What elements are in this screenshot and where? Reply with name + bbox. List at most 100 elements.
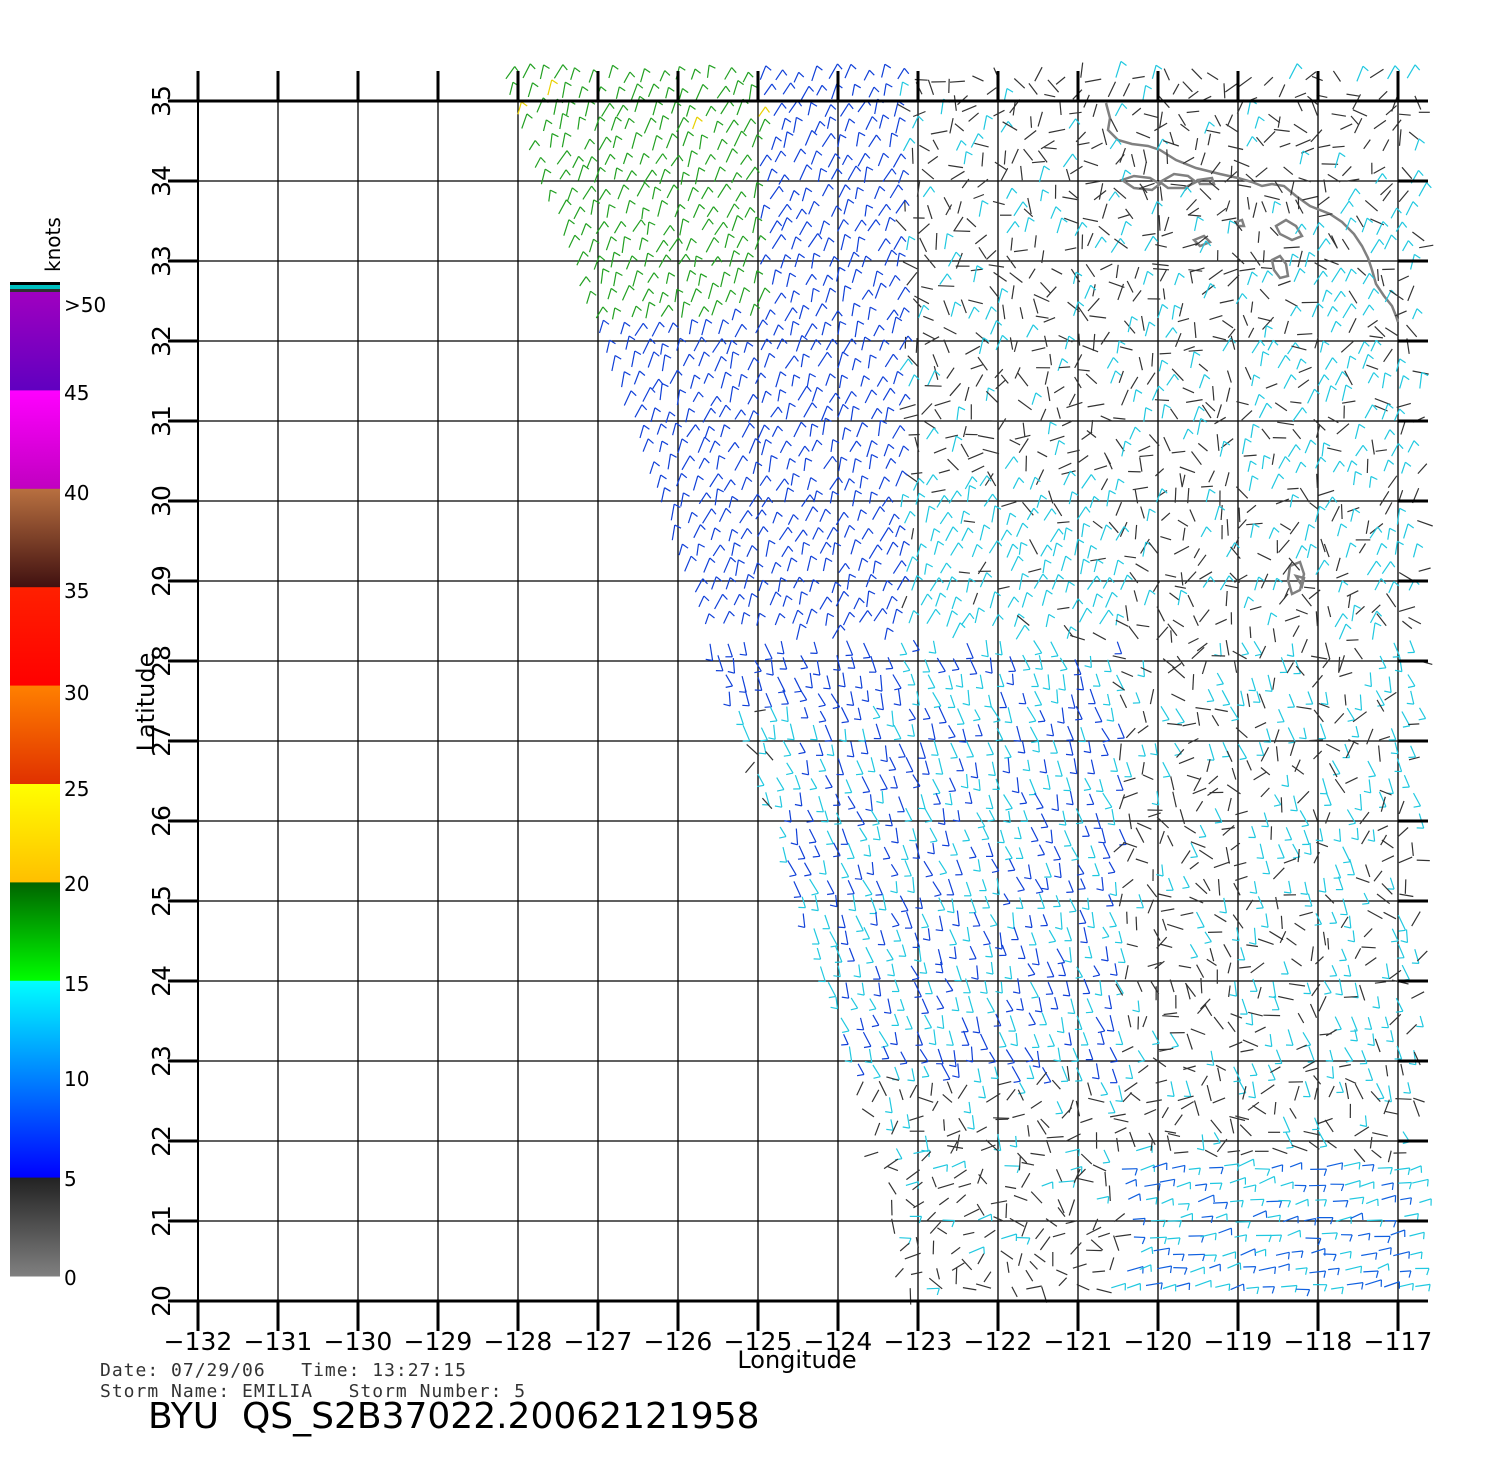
wind-barb-feather bbox=[1397, 957, 1405, 959]
wind-barb bbox=[796, 623, 801, 640]
wind-barb bbox=[879, 339, 885, 351]
wind-barb bbox=[1167, 623, 1178, 637]
lat-tick-label: 32 bbox=[147, 325, 176, 357]
wind-barb bbox=[765, 792, 770, 806]
wind-barb bbox=[803, 402, 813, 418]
wind-barb-feather bbox=[901, 470, 908, 476]
wind-barb bbox=[706, 206, 715, 218]
wind-barb-feather bbox=[851, 390, 857, 397]
wind-barb bbox=[1176, 655, 1185, 667]
wind-barb-feather bbox=[849, 524, 856, 531]
wind-barb bbox=[1113, 757, 1119, 772]
wind-barb-feather bbox=[602, 306, 608, 313]
wind-barb bbox=[741, 675, 747, 693]
wind-barb bbox=[988, 794, 994, 809]
wind-barb-feather bbox=[796, 116, 803, 122]
wind-barb bbox=[895, 470, 903, 487]
wind-barb-feather bbox=[1341, 1287, 1344, 1295]
wind-barb-feather bbox=[777, 406, 783, 414]
wind-barb-feather bbox=[664, 354, 672, 359]
wind-barb-feather bbox=[591, 185, 597, 192]
wind-barb bbox=[1296, 100, 1303, 112]
wind-barb bbox=[1156, 138, 1164, 151]
wind-barb bbox=[968, 112, 979, 122]
wind-barb bbox=[1189, 861, 1199, 870]
wind-barb bbox=[1020, 792, 1028, 804]
wind-barb bbox=[996, 727, 1004, 740]
wind-barb-feather bbox=[890, 890, 898, 894]
wind-barb bbox=[1010, 555, 1019, 572]
wind-barb-feather bbox=[886, 580, 893, 586]
wind-barb bbox=[613, 271, 617, 287]
wind-barb bbox=[601, 102, 611, 117]
wind-barb-feather bbox=[656, 135, 663, 140]
wind-barb bbox=[981, 879, 987, 891]
wind-barb-feather bbox=[683, 301, 691, 306]
wind-barb bbox=[1095, 673, 1101, 687]
lat-tick-label: 33 bbox=[147, 245, 176, 277]
wind-barb bbox=[945, 526, 954, 542]
wind-barb bbox=[1295, 1267, 1308, 1270]
wind-barb bbox=[1061, 1065, 1069, 1082]
wind-barb bbox=[782, 82, 792, 95]
wind-barb-feather bbox=[849, 611, 856, 618]
wind-barb bbox=[707, 282, 714, 300]
wind-barb bbox=[987, 471, 997, 487]
wind-barb-feather bbox=[810, 555, 818, 561]
wind-barb bbox=[830, 693, 841, 708]
wind-barb bbox=[1185, 399, 1203, 403]
wind-barb-feather bbox=[1065, 555, 1072, 561]
wind-barb bbox=[1137, 725, 1149, 734]
wind-barb bbox=[1389, 289, 1404, 301]
wind-barb bbox=[996, 878, 1000, 895]
wind-barb bbox=[924, 1135, 929, 1152]
wind-barb bbox=[1180, 1101, 1194, 1110]
wind-barb-feather bbox=[890, 457, 897, 464]
wind-barb bbox=[915, 493, 920, 505]
wind-barb-feather bbox=[952, 923, 960, 927]
wind-barb bbox=[1267, 339, 1274, 351]
wind-barb-feather bbox=[976, 265, 984, 270]
wind-barb-feather bbox=[995, 739, 1003, 742]
wind-barb bbox=[779, 826, 787, 837]
wind-barb-feather bbox=[700, 336, 707, 343]
wind-barb-feather bbox=[951, 610, 958, 616]
wind-barb-feather bbox=[1009, 512, 1017, 518]
wind-barb bbox=[986, 997, 995, 1012]
wind-barb-feather bbox=[804, 874, 812, 877]
wind-barb bbox=[1314, 506, 1321, 523]
wind-barb bbox=[1034, 1253, 1046, 1263]
wind-barb-feather bbox=[1022, 201, 1028, 208]
wind-barb bbox=[676, 117, 685, 133]
wind-barb-feather bbox=[1096, 888, 1104, 891]
wind-barb bbox=[888, 1097, 893, 1113]
wind-barb bbox=[844, 118, 850, 132]
wind-barb-feather bbox=[1109, 489, 1116, 495]
wind-barb bbox=[812, 724, 818, 740]
wind-barb bbox=[846, 574, 851, 590]
wind-barb bbox=[769, 706, 778, 722]
wind-barb-feather bbox=[902, 1126, 910, 1129]
wind-barb bbox=[1285, 299, 1298, 307]
wind-barb-feather bbox=[1219, 1182, 1223, 1190]
wind-barb-feather bbox=[1094, 993, 1102, 996]
wind-barb bbox=[892, 674, 902, 689]
wind-barb bbox=[698, 595, 705, 608]
wind-barb-feather bbox=[1399, 408, 1406, 415]
wind-barb bbox=[1109, 1015, 1115, 1032]
wind-barb bbox=[1113, 559, 1119, 576]
wind-barb bbox=[966, 926, 971, 942]
wind-barb bbox=[1069, 165, 1083, 175]
wind-barb bbox=[913, 981, 922, 997]
wind-barb-feather bbox=[1117, 737, 1125, 740]
wind-barb bbox=[1248, 475, 1253, 491]
wind-barb-feather bbox=[1033, 507, 1039, 514]
wind-barb bbox=[1186, 1033, 1193, 1050]
wind-barb bbox=[1387, 65, 1396, 80]
wind-barb bbox=[1018, 1156, 1021, 1171]
wind-barb-feather bbox=[1208, 121, 1215, 127]
wind-barb-feather bbox=[977, 133, 984, 140]
wind-barb bbox=[1208, 470, 1215, 483]
wind-barb bbox=[1166, 149, 1169, 165]
wind-barb bbox=[847, 795, 856, 809]
